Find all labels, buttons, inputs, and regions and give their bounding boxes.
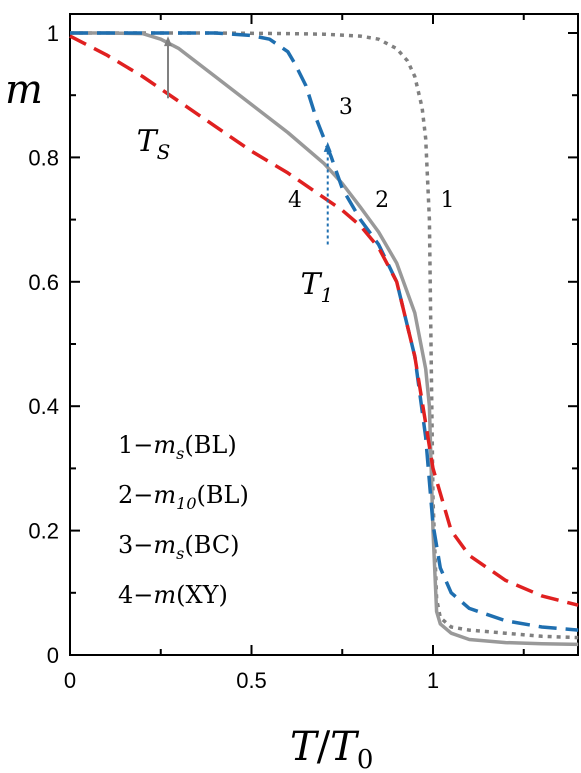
legend-entry-4-part-0: 4−: [118, 581, 153, 609]
curves: [69, 31, 579, 647]
legend-entry-2-part-0: 2−: [118, 481, 153, 509]
y-tick-label-5: 1: [47, 21, 59, 46]
y-tick-label-3: 0.6: [28, 270, 59, 295]
axis-ticks: 0 0.5 100.20.40.60.81: [28, 14, 578, 693]
legend-entry-1-part-1: m: [153, 431, 176, 459]
x-axis-title-slash: /: [317, 724, 331, 770]
legend-entry-3-part-3: (BC): [184, 531, 239, 559]
x-axis-title-denominator: T: [330, 724, 360, 770]
x-tick-label-0: 0: [64, 668, 76, 693]
annotation-label-1: T1: [300, 267, 333, 307]
legend-entry-3-part-2: s: [176, 544, 184, 563]
legend-entry-4-part-3: (XY): [176, 581, 228, 609]
plot-frame: [69, 13, 579, 656]
annotation-arrow-head-1: [323, 141, 332, 152]
curve-labels: 1 2 3 4: [288, 95, 454, 213]
legend: 1−ms(BL)2−m10(BL)3−ms(BC)4−m(XY): [118, 431, 249, 609]
curve-3: [70, 31, 579, 632]
curve-label-1: 1: [441, 188, 455, 213]
legend-entry-4: 4−m(XY): [118, 581, 228, 609]
curve-2: [70, 31, 579, 647]
legend-entry-2-part-2: 10: [176, 494, 196, 513]
y-tick-label-0: 0: [47, 643, 59, 668]
legend-entry-1-part-2: s: [176, 444, 184, 463]
legend-entry-1: 1−ms(BL): [118, 431, 237, 463]
x-tick-label-2: 1: [427, 668, 439, 693]
y-tick-label-4: 0.8: [28, 145, 59, 170]
legend-entry-3: 3−ms(BC): [118, 531, 240, 563]
annotation-arrow-head-0: [164, 36, 173, 47]
annotation-label-main-0: T: [137, 124, 159, 159]
x-axis-title: T/T0: [290, 724, 373, 773]
legend-entry-2-part-3: (BL): [197, 481, 249, 509]
legend-entry-3-part-1: m: [153, 531, 176, 559]
x-axis-title-main: T: [290, 724, 320, 770]
annotation-label-sub-0: S: [157, 140, 171, 164]
legend-entry-4-part-1: m: [153, 581, 176, 609]
y-tick-label-1: 0.2: [28, 519, 59, 544]
x-axis-title-sub: 0: [357, 745, 374, 773]
x-tick-label-1: 0.5: [236, 668, 267, 693]
y-axis-title: m: [5, 67, 43, 113]
annotation-label-0: TS: [137, 124, 171, 164]
legend-entry-2-part-1: m: [153, 481, 176, 509]
legend-entry-1-part-3: (BL): [184, 431, 236, 459]
curve-label-2: 2: [375, 188, 389, 213]
curve-label-4: 4: [288, 188, 302, 213]
curve-4: [69, 34, 579, 607]
legend-entry-3-part-0: 3−: [118, 531, 153, 559]
legend-entry-2: 2−m10(BL): [118, 481, 249, 513]
y-tick-label-2: 0.4: [28, 394, 59, 419]
curve-label-3: 3: [339, 95, 353, 120]
legend-entry-1-part-0: 1−: [118, 431, 153, 459]
annotation-label-main-1: T: [300, 267, 322, 302]
annotation-label-sub-1: 1: [320, 283, 333, 307]
